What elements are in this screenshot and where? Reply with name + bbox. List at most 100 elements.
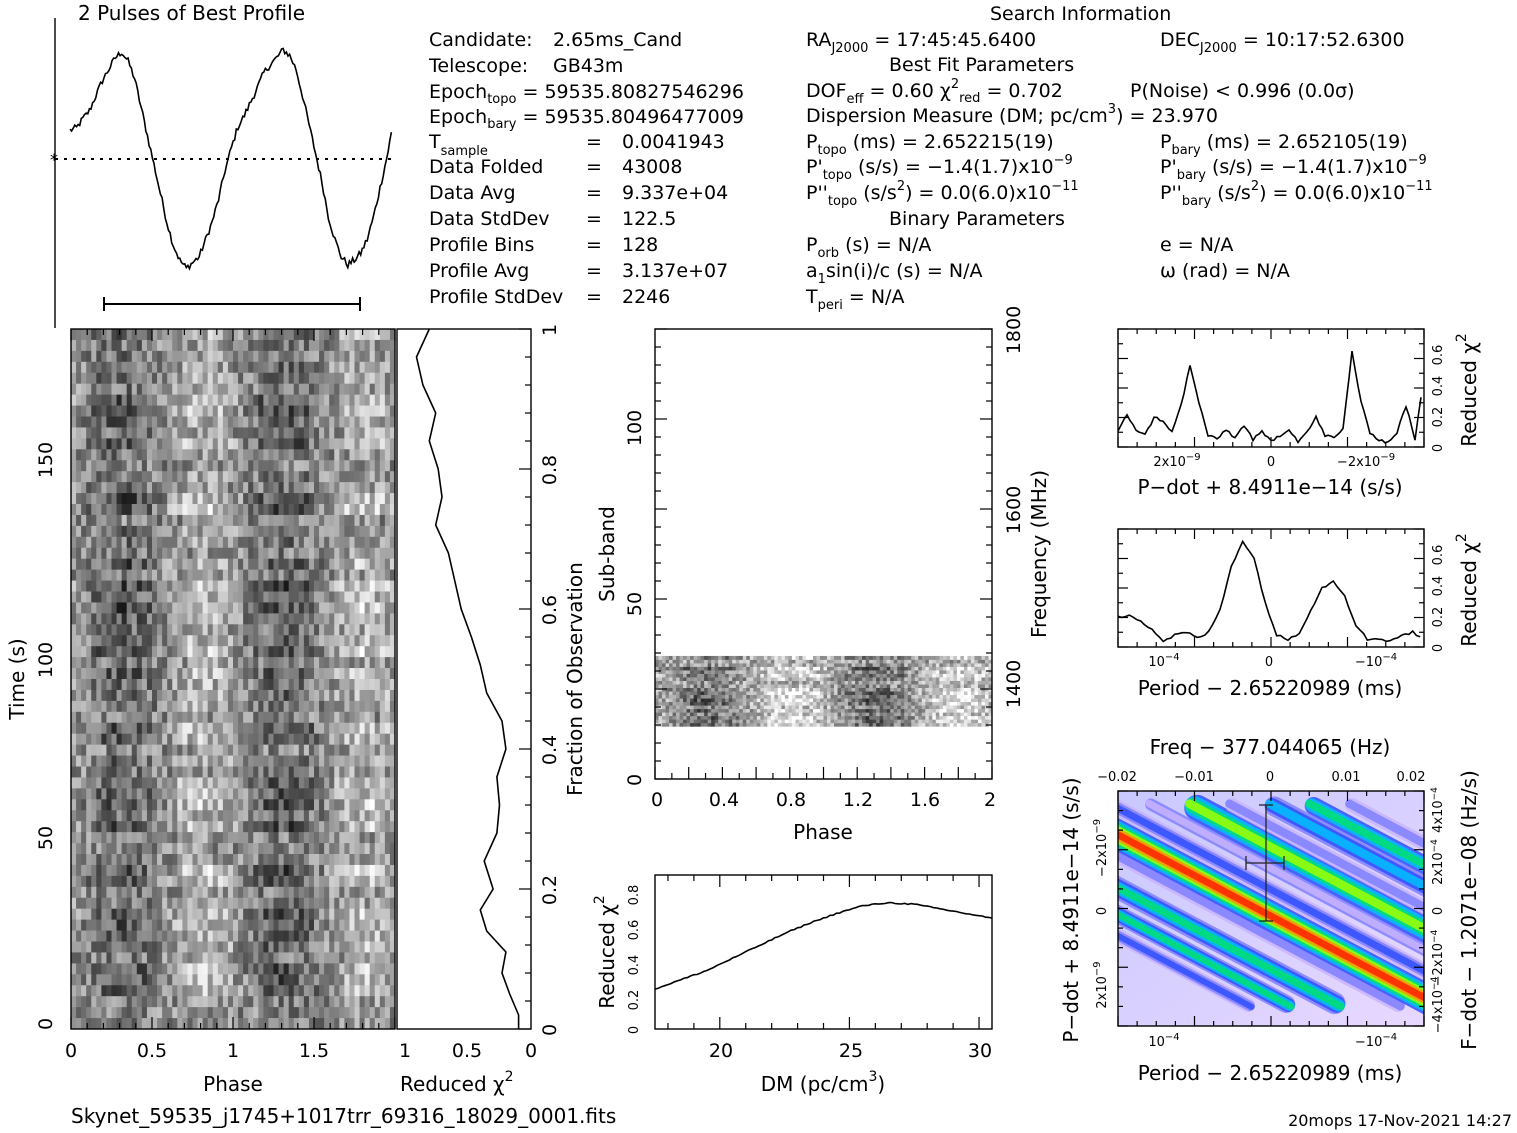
tp-cell	[217, 832, 224, 844]
tp-cell	[202, 361, 209, 374]
tp-cell	[222, 1018, 229, 1029]
tp-cell	[384, 864, 391, 877]
tp-cell	[334, 329, 340, 341]
tp-cell	[334, 963, 340, 975]
tp-cell	[76, 514, 82, 527]
tp-cell	[131, 657, 138, 669]
tp-cell	[96, 919, 102, 931]
tp-cell	[101, 394, 107, 406]
tp-cell	[389, 547, 395, 560]
tp-cell	[111, 350, 117, 363]
tp-cell	[116, 493, 123, 505]
tp-cell	[167, 329, 173, 341]
sb-cell	[655, 712, 659, 717]
tp-cell	[233, 657, 239, 669]
tp-cell	[217, 372, 224, 385]
tp-cell	[71, 897, 77, 910]
tp-cell	[187, 493, 193, 505]
tp-cell	[71, 602, 77, 614]
tp-cell	[121, 569, 128, 581]
tp-cell	[121, 372, 128, 385]
tp-cell	[278, 460, 285, 472]
tp-cell	[253, 875, 259, 888]
tp-cell	[374, 591, 381, 603]
tp-cell	[233, 733, 239, 746]
tp-cell	[308, 941, 315, 953]
tp-cell	[233, 985, 239, 997]
sb-cell	[753, 708, 758, 713]
tp-cell	[126, 930, 133, 942]
tp-cell	[222, 799, 229, 811]
tp-cell	[303, 766, 310, 778]
tp-cell	[96, 996, 102, 1008]
tp-cell	[212, 985, 219, 997]
tp-cell	[293, 810, 300, 822]
sb-cell	[823, 722, 828, 727]
tp-cell	[288, 372, 295, 385]
tp-cell	[91, 416, 97, 428]
sb-cell	[686, 715, 691, 720]
tp-cell	[339, 843, 345, 855]
sb-cell	[812, 712, 817, 717]
tp-cell	[334, 646, 340, 658]
tp-cell	[263, 591, 269, 603]
tc-y2tick-0.6: 0.6	[539, 595, 561, 625]
tp-cell	[162, 547, 168, 560]
tp-cell	[76, 646, 82, 658]
tp-cell	[157, 547, 163, 560]
tp-cell	[86, 744, 92, 756]
tp-cell	[81, 689, 87, 702]
tp-cell	[364, 821, 371, 833]
tp-cell	[344, 854, 350, 866]
tp-cell	[248, 963, 254, 975]
tp-cell	[116, 700, 123, 713]
sb-cell	[960, 715, 965, 720]
tp-cell	[136, 810, 143, 822]
tp-cell	[359, 700, 366, 713]
tp-cell	[248, 1007, 254, 1019]
tp-cell	[217, 1018, 224, 1029]
tp-cell	[293, 711, 300, 724]
tp-cell	[111, 985, 117, 997]
tp-cell	[121, 383, 128, 396]
tp-cell	[192, 733, 198, 746]
tp-cell	[172, 722, 178, 735]
tp-cell	[384, 339, 391, 352]
tp-cell	[379, 766, 386, 778]
subband-heatmap	[655, 655, 992, 727]
tp-cell	[172, 580, 178, 592]
sb-cell	[816, 712, 821, 717]
tp-cell	[91, 372, 97, 385]
tp-cell	[369, 930, 376, 942]
tp-cell	[379, 416, 386, 428]
tp-cell	[217, 941, 224, 953]
tp-cell	[207, 558, 214, 571]
sb-cell	[711, 719, 716, 724]
tp-cell	[96, 788, 102, 800]
tp-cell	[167, 864, 173, 877]
sb-cell	[658, 708, 663, 713]
sb-cell	[879, 715, 884, 720]
tp-cell	[273, 908, 279, 921]
tp-cell	[197, 624, 204, 636]
sb-cell	[697, 722, 702, 727]
time-chi2-ticks	[519, 328, 531, 1030]
tp-cell	[111, 766, 117, 778]
tp-cell	[359, 1007, 366, 1019]
tp-cell	[379, 460, 386, 472]
tp-cell	[136, 744, 143, 756]
tp-cell	[389, 482, 395, 494]
tp-cell	[243, 777, 249, 789]
sb-cell	[893, 701, 898, 706]
tp-cell	[389, 919, 395, 931]
tp-cell	[288, 755, 295, 767]
tp-cell	[136, 339, 143, 352]
tp-cell	[131, 897, 138, 910]
tp-cell	[141, 558, 148, 571]
tp-cell	[177, 908, 183, 921]
sb-cell	[949, 722, 954, 727]
tp-cell	[293, 996, 300, 1008]
tp-cell	[162, 635, 168, 647]
tp-cell	[283, 941, 290, 953]
tp-cell	[177, 689, 183, 702]
